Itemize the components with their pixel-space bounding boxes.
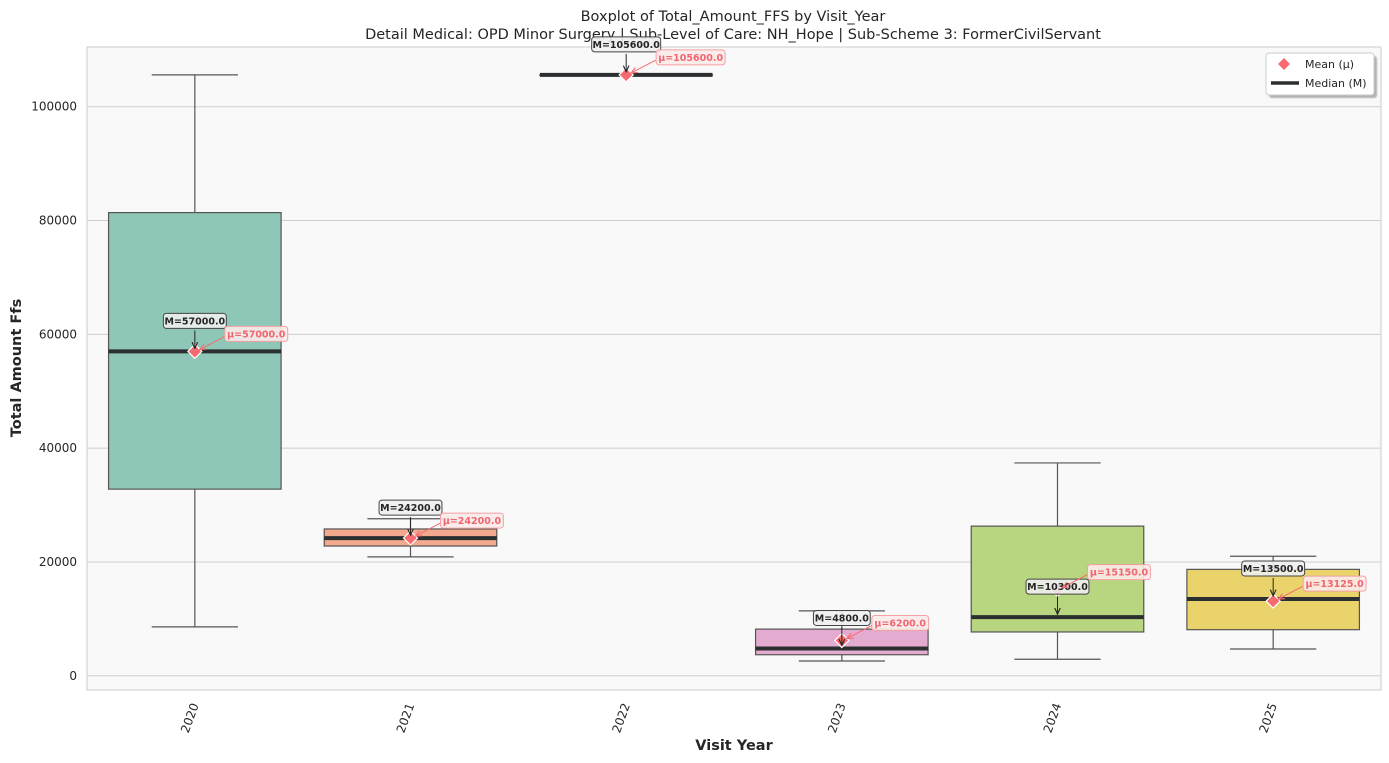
mean-arrow xyxy=(847,625,873,638)
median-label-box xyxy=(812,609,871,626)
median-label: M=24200.0 xyxy=(380,503,441,514)
x-axis-label: Visit Year xyxy=(695,738,773,754)
y-tick-label: 20000 xyxy=(39,555,77,569)
legend-mean-label: Mean (μ) xyxy=(1305,58,1354,71)
legend-median-label: Median (M) xyxy=(1305,77,1367,90)
y-axis-label: Total Amount Ffs xyxy=(9,299,25,437)
median-label-box xyxy=(591,36,662,53)
chart-title: Boxplot of Total_Amount_FFS by Visit_Yea… xyxy=(581,9,886,25)
mean-arrow xyxy=(631,59,657,73)
box-2023: M=4800.0 μ=6200.0 xyxy=(754,609,930,662)
mean-label: μ=15150.0 xyxy=(1090,568,1149,579)
gridlines xyxy=(87,106,1381,677)
median-label-box xyxy=(378,499,443,516)
mean-label-box xyxy=(655,49,726,66)
legend-mean-marker xyxy=(1278,58,1290,70)
mean-label-box xyxy=(871,614,930,631)
mean-label: μ=105600.0 xyxy=(658,53,723,64)
median-label: M=4800.0 xyxy=(815,613,869,624)
x-tick-label: 2022 xyxy=(609,701,633,734)
box-2025: M=13500.0μ=13125.0 xyxy=(1186,555,1367,650)
box-2020: M=57000.0μ=57000.0 xyxy=(107,74,289,628)
y-tick-label: 80000 xyxy=(39,214,77,228)
mean-label: μ=57000.0 xyxy=(227,329,286,340)
chart-subtitle: Detail Medical: OPD Minor Surgery | Sub-… xyxy=(365,27,1101,43)
mean-arrow xyxy=(1278,585,1304,599)
mean-label-box xyxy=(440,512,504,529)
mean-label-box xyxy=(1087,564,1151,581)
x-tick-label: 2023 xyxy=(825,701,849,734)
box-2022: M=105600.0 μ=105600.0 xyxy=(539,36,726,83)
mean-label: μ=24200.0 xyxy=(443,516,502,527)
mean-arrow xyxy=(1063,574,1088,588)
median-label: M=13500.0 xyxy=(1243,564,1304,575)
mean-label: μ=6200.0 xyxy=(874,618,926,629)
y-tick-label: 0 xyxy=(69,669,77,683)
boxes: M=57000.0μ=57000.0 M=24200.0μ=24200.0 M=10… xyxy=(107,36,1367,662)
median-label: M=10300.0 xyxy=(1027,582,1088,593)
legend: Mean (μ) Median (M) xyxy=(1265,52,1375,96)
y-tick-label: 40000 xyxy=(39,441,77,455)
median-label: M=105600.0 xyxy=(593,40,661,51)
median-label: M=57000.0 xyxy=(164,316,225,327)
y-tick-label: 100000 xyxy=(31,100,77,114)
mean-label-box xyxy=(1302,575,1367,592)
mean-label-box xyxy=(224,325,289,342)
x-tick-label: 2025 xyxy=(1256,701,1280,734)
mean-arrow xyxy=(416,522,441,536)
y-tick-labels: 0 20000 40000 60000 80000 100000 xyxy=(31,100,77,683)
y-tick-label: 60000 xyxy=(39,327,77,341)
x-tick-label: 2021 xyxy=(394,701,418,734)
median-label-box xyxy=(1025,578,1090,595)
median-label-box xyxy=(1241,560,1306,577)
mean-label: μ=13125.0 xyxy=(1305,579,1364,590)
mean-arrow xyxy=(200,335,226,349)
box-2024: M=10300.0μ=15150.0 xyxy=(970,462,1151,660)
x-tick-label: 2020 xyxy=(178,701,202,734)
box-2021: M=24200.0μ=24200.0 xyxy=(323,499,504,558)
plot-area xyxy=(86,46,1382,691)
median-label-box xyxy=(162,312,227,329)
x-tick-labels: 2020 2021 2022 2023 2024 2025 xyxy=(178,701,1280,734)
x-tick-label: 2024 xyxy=(1041,701,1065,734)
